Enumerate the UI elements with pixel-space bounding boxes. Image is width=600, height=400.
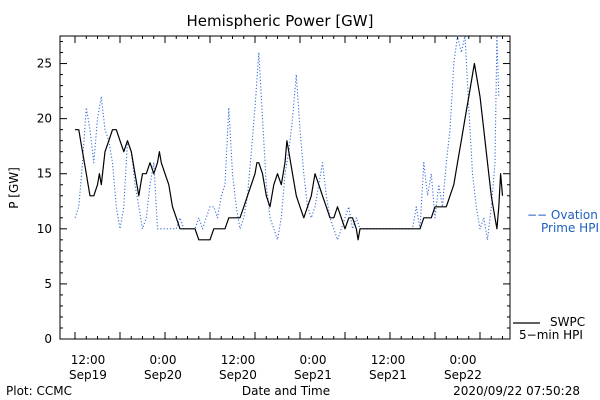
x-tick-time-label: 0:00 bbox=[300, 353, 327, 367]
y-tick-label: 25 bbox=[37, 57, 52, 71]
x-tick-date-label: Sep22 bbox=[444, 368, 482, 382]
y-tick-label: 15 bbox=[37, 167, 52, 181]
legend-ovation-line1: −− Ovation bbox=[527, 208, 598, 222]
plot-timestamp: 2020/09/22 07:50:28 bbox=[453, 384, 580, 398]
x-tick-time-label: 0:00 bbox=[150, 353, 177, 367]
x-axis: 12:00Sep190:00Sep2012:00Sep200:00Sep2112… bbox=[69, 36, 503, 382]
series-ovation-prime-line bbox=[74, 35, 500, 241]
x-tick-date-label: Sep19 bbox=[69, 368, 107, 382]
y-tick-label: 0 bbox=[44, 332, 52, 346]
legend: −− Ovation Prime HPI SWPC 5−min HPI bbox=[513, 208, 599, 342]
series-swpc-line bbox=[75, 62, 504, 241]
y-axis-label: P [GW] bbox=[7, 167, 21, 209]
legend-swpc-line1: SWPC bbox=[550, 315, 585, 329]
x-tick-time-label: 12:00 bbox=[71, 353, 106, 367]
x-tick-date-label: Sep20 bbox=[219, 368, 257, 382]
x-tick-time-label: 12:00 bbox=[371, 353, 406, 367]
y-tick-label: 20 bbox=[37, 112, 52, 126]
plot-frame bbox=[59, 35, 511, 340]
y-tick-label: 5 bbox=[44, 277, 52, 291]
series-layer bbox=[74, 35, 504, 241]
x-tick-date-label: Sep21 bbox=[369, 368, 407, 382]
x-axis-label: Date and Time bbox=[242, 384, 330, 398]
legend-swpc-line2: 5−min HPI bbox=[519, 328, 583, 342]
y-axis: 0 5 10 15 20 25 bbox=[37, 41, 510, 346]
plot-credit: Plot: CCMC bbox=[6, 384, 72, 398]
legend-ovation-line2: Prime HPI bbox=[541, 221, 599, 235]
chart-title: Hemispheric Power [GW] bbox=[187, 12, 374, 30]
x-tick-date-label: Sep20 bbox=[144, 368, 182, 382]
x-tick-date-label: Sep21 bbox=[294, 368, 332, 382]
x-tick-time-label: 12:00 bbox=[221, 353, 256, 367]
x-tick-time-label: 0:00 bbox=[450, 353, 477, 367]
y-tick-label: 10 bbox=[37, 222, 52, 236]
